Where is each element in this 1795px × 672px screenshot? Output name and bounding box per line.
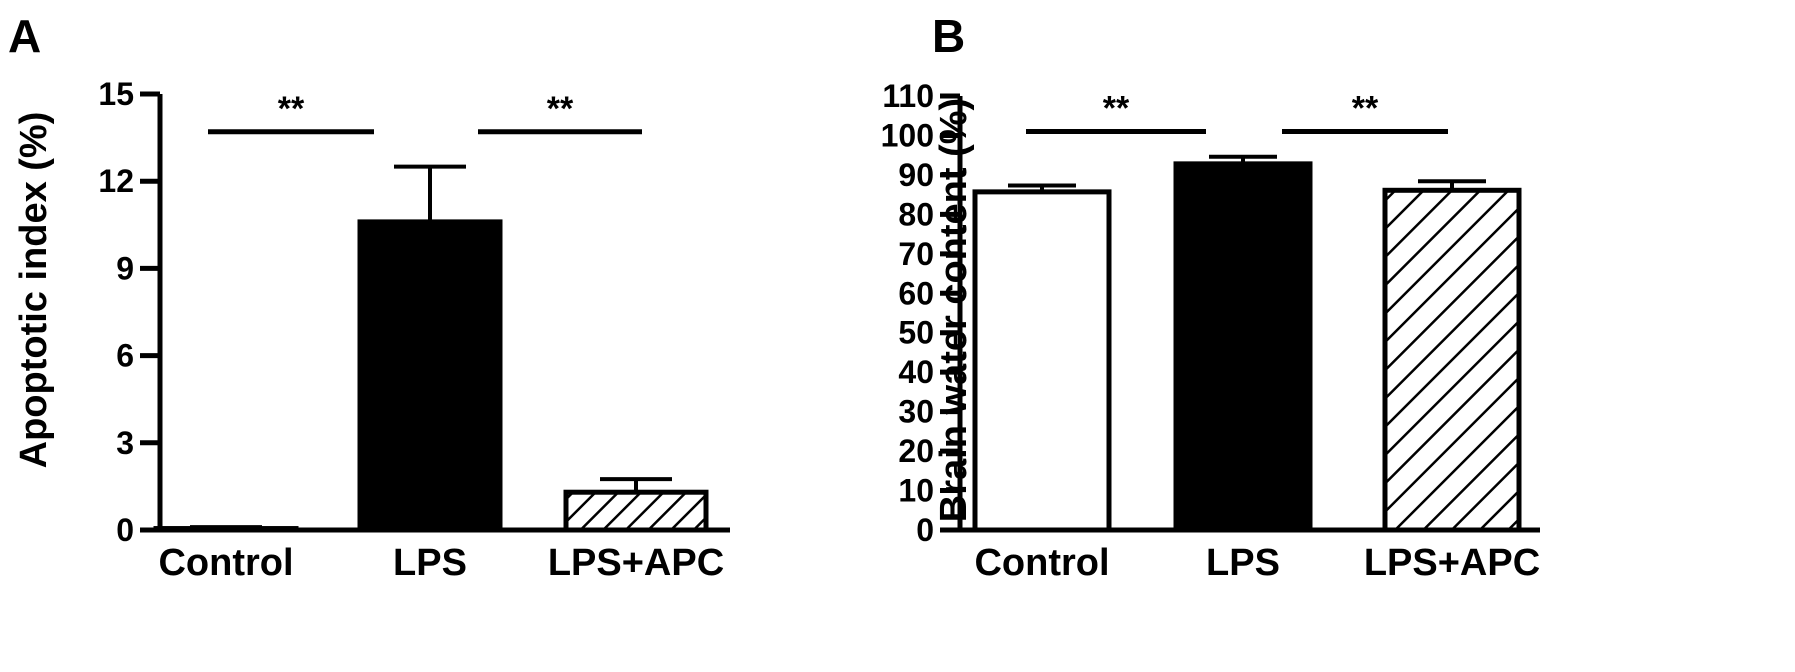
panel-a-bar-0 xyxy=(153,526,299,533)
panel-b-y-axis-label: Brain water content (%) xyxy=(933,98,975,522)
panel-a-letter: A xyxy=(8,10,41,62)
panel-a-bar-2 xyxy=(563,489,709,533)
panel-a-significance-label-1: ** xyxy=(547,90,574,128)
panel-b-y-tick-label: 0 xyxy=(916,512,934,548)
panel-b-bar-0 xyxy=(972,189,1112,533)
panel-b-bar-1 xyxy=(1173,161,1313,533)
panel-b-y-tick-label: 90 xyxy=(898,157,934,193)
panel-b-y-tick-label: 70 xyxy=(898,236,934,272)
panel-a-y-tick-label: 6 xyxy=(116,338,134,374)
panel-a-plot: 0 3 6 9 12 15 Control LPS LPS+APC ** ** xyxy=(98,76,730,584)
panel-a-bar-1 xyxy=(357,219,503,533)
panel-a-y-axis-label: Apoptotic index (%) xyxy=(13,112,55,469)
panel-b-category-label-2: LPS+APC xyxy=(1364,542,1540,584)
panel-b-significance-label-1: ** xyxy=(1352,90,1379,128)
panel-a-category-label-1: LPS xyxy=(393,542,467,584)
panel-b-y-tick-label: 30 xyxy=(898,394,934,430)
panel-b-y-tick-label: 110 xyxy=(882,78,934,114)
panel-a-y-tick-label: 0 xyxy=(116,512,134,548)
panel-b-letter: B xyxy=(932,10,965,62)
panel-b-y-tick-label: 80 xyxy=(898,196,934,232)
panel-a-category-label-0: Control xyxy=(158,542,293,584)
panel-b-y-tick-label: 10 xyxy=(898,473,934,509)
panel-a-y-tick-label: 15 xyxy=(98,76,134,112)
panel-b-y-tick-label: 40 xyxy=(898,354,934,390)
panel-b-category-label-1: LPS xyxy=(1206,542,1280,584)
panel-a-significance-label-0: ** xyxy=(278,90,305,128)
panel-a-category-label-2: LPS+APC xyxy=(548,542,724,584)
panel-b-y-tick-label: 100 xyxy=(881,117,934,153)
panel-b-significance-label-0: ** xyxy=(1103,90,1130,128)
panel-b-y-tick-label: 60 xyxy=(898,275,934,311)
panel-a-y-tick-label: 12 xyxy=(98,163,134,199)
panel-b-y-tick-label: 20 xyxy=(898,433,934,469)
panel-b-category-label-0: Control xyxy=(974,542,1109,584)
panel-b-y-tick-label: 50 xyxy=(898,315,934,351)
panel-b-bar-2 xyxy=(1382,187,1522,533)
panel-a-y-tick-label: 3 xyxy=(116,425,134,461)
panel-a-y-tick-label: 9 xyxy=(116,250,134,286)
panel-a: A Apoptotic index (%) 0 3 6 9 12 15 Control LPS… xyxy=(8,10,730,584)
